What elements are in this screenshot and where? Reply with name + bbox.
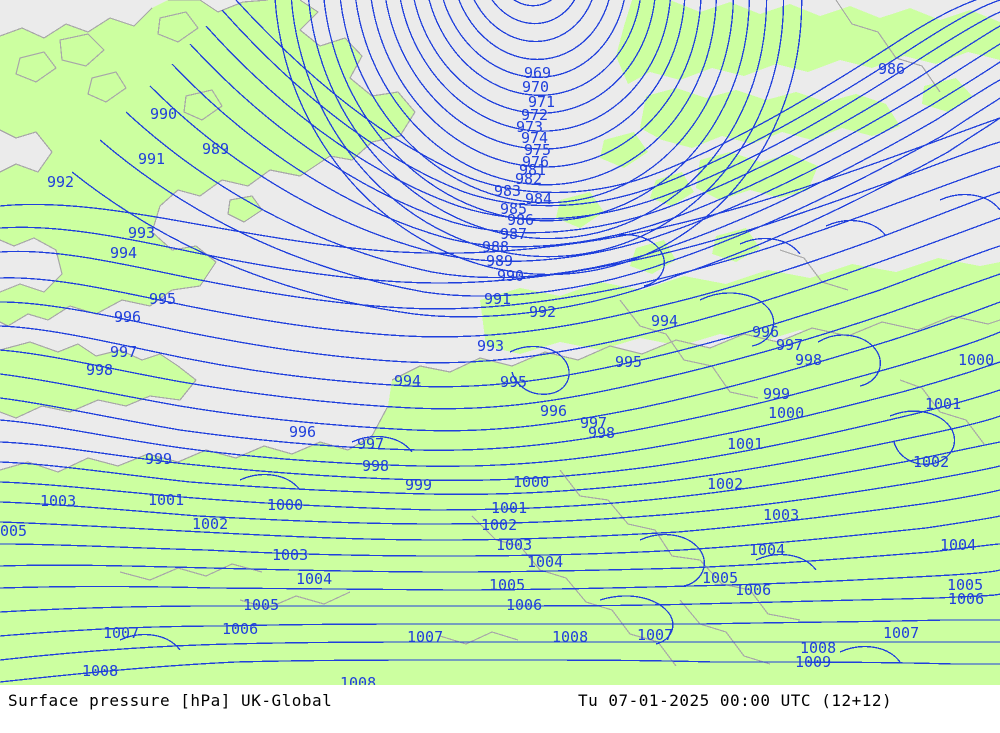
contour-label: 984 [525, 190, 553, 208]
contour-label: 1001 [491, 499, 528, 517]
contour-label: 1009 [795, 653, 832, 671]
coastlines [0, 0, 1000, 667]
contour-label: 982 [515, 170, 543, 188]
contour-label: 981 [519, 161, 547, 179]
contour-label: 1000 [958, 351, 995, 369]
contour-label: 998 [86, 361, 114, 379]
contour-label: 993 [128, 224, 156, 242]
contour-label: 996 [114, 308, 142, 326]
contour-label: 1001 [148, 491, 185, 509]
contour-label: 1007 [407, 628, 444, 646]
contour-label: 1008 [800, 639, 837, 657]
contour-label: 1005 [489, 576, 526, 594]
contour-label: 986 [878, 60, 906, 78]
contour-label: 999 [763, 385, 791, 403]
contour-label: 975 [524, 141, 552, 159]
contour-label: 991 [484, 290, 512, 308]
contour-label: 970 [522, 78, 550, 96]
contour-label: 998 [795, 351, 823, 369]
contour-label: 1006 [735, 581, 772, 599]
contour-label: 1002 [707, 475, 744, 493]
contour-label: 1007 [637, 626, 674, 644]
contour-label: 1006 [948, 590, 985, 608]
contour-label: 994 [394, 372, 422, 390]
contour-label: 1003 [272, 546, 309, 564]
contour-label: 989 [486, 252, 514, 270]
contour-label: 990 [150, 105, 178, 123]
contour-label: 999 [405, 476, 433, 494]
contour-label: 995 [149, 290, 177, 308]
contour-label: 986 [507, 211, 535, 229]
contour-label: 973 [516, 118, 544, 136]
contour-label: 1005 [702, 569, 739, 587]
contour-label: 1007 [103, 624, 140, 642]
contour-label: 997 [776, 336, 804, 354]
contour-label: 987 [500, 225, 528, 243]
land-polygons [0, 0, 1000, 685]
contour-label: 1003 [496, 536, 533, 554]
map-footer: Surface pressure [hPa] UK-Global Tu 07-0… [0, 685, 1000, 733]
contour-label: 992 [529, 303, 557, 321]
contour-label: 997 [110, 343, 138, 361]
contour-label: 969 [524, 64, 552, 82]
contour-label: 995 [615, 353, 643, 371]
pressure-contour-map[interactable]: 990 989 991 992 993 994 995 996 997 998 996 997 998 9… [0, 0, 1000, 685]
contour-label: 1005 [947, 576, 984, 594]
contour-label: 976 [522, 153, 550, 171]
contour-label: 994 [651, 312, 679, 330]
contour-label: 1006 [506, 596, 543, 614]
contour-label: 1004 [527, 553, 564, 571]
contour-label: 999 [145, 450, 173, 468]
contour-label: 983 [494, 182, 522, 200]
contour-label: 1001 [925, 395, 962, 413]
contour-label: 1002 [481, 516, 518, 534]
contour-label: 972 [521, 106, 549, 124]
contour-label: 996 [752, 323, 780, 341]
contour-label: 991 [138, 150, 166, 168]
footer-right-timestamp: Tu 07-01-2025 00:00 UTC (12+12) [578, 691, 893, 710]
contour-label: 005 [0, 522, 28, 540]
contour-label: 1000 [513, 473, 550, 491]
contour-label: 994 [110, 244, 138, 262]
contour-label: 1007 [883, 624, 920, 642]
contour-label: 995 [500, 373, 528, 391]
contour-label: 996 [540, 402, 568, 420]
contour-label: 1008 [552, 628, 589, 646]
contour-label: 1003 [763, 506, 800, 524]
contour-label: 1002 [913, 453, 950, 471]
contour-label: 988 [482, 238, 510, 256]
contour-label: 998 [362, 457, 390, 475]
contour-label: 997 [357, 435, 385, 453]
contour-label: 1008 [82, 662, 119, 680]
contour-label: 993 [477, 337, 505, 355]
contour-label: 1004 [940, 536, 977, 554]
contour-label: 990 [497, 267, 525, 285]
contour-label: 971 [528, 93, 556, 111]
footer-left-title: Surface pressure [hPa] UK-Global [8, 691, 333, 710]
contour-label: 1004 [296, 570, 333, 588]
contour-label: 1001 [727, 435, 764, 453]
contour-label: 989 [202, 140, 230, 158]
contour-label: 1002 [192, 515, 229, 533]
contour-label: 985 [500, 200, 528, 218]
contour-label: 1003 [40, 492, 77, 510]
map-vector-layer [0, 0, 1000, 685]
contour-label: 997 [580, 414, 608, 432]
isobar-contours [0, 0, 1000, 683]
contour-label: 1008 [340, 674, 377, 686]
contour-label: 1000 [768, 404, 805, 422]
contour-label: 996 [289, 423, 317, 441]
contour-label: 1004 [749, 541, 786, 559]
contour-label: 1006 [222, 620, 259, 638]
contour-label: 998 [588, 424, 616, 442]
contour-label: 992 [47, 173, 75, 191]
contour-label: 974 [521, 129, 549, 147]
contour-label: 1000 [267, 496, 304, 514]
contour-label: 1005 [243, 596, 280, 614]
